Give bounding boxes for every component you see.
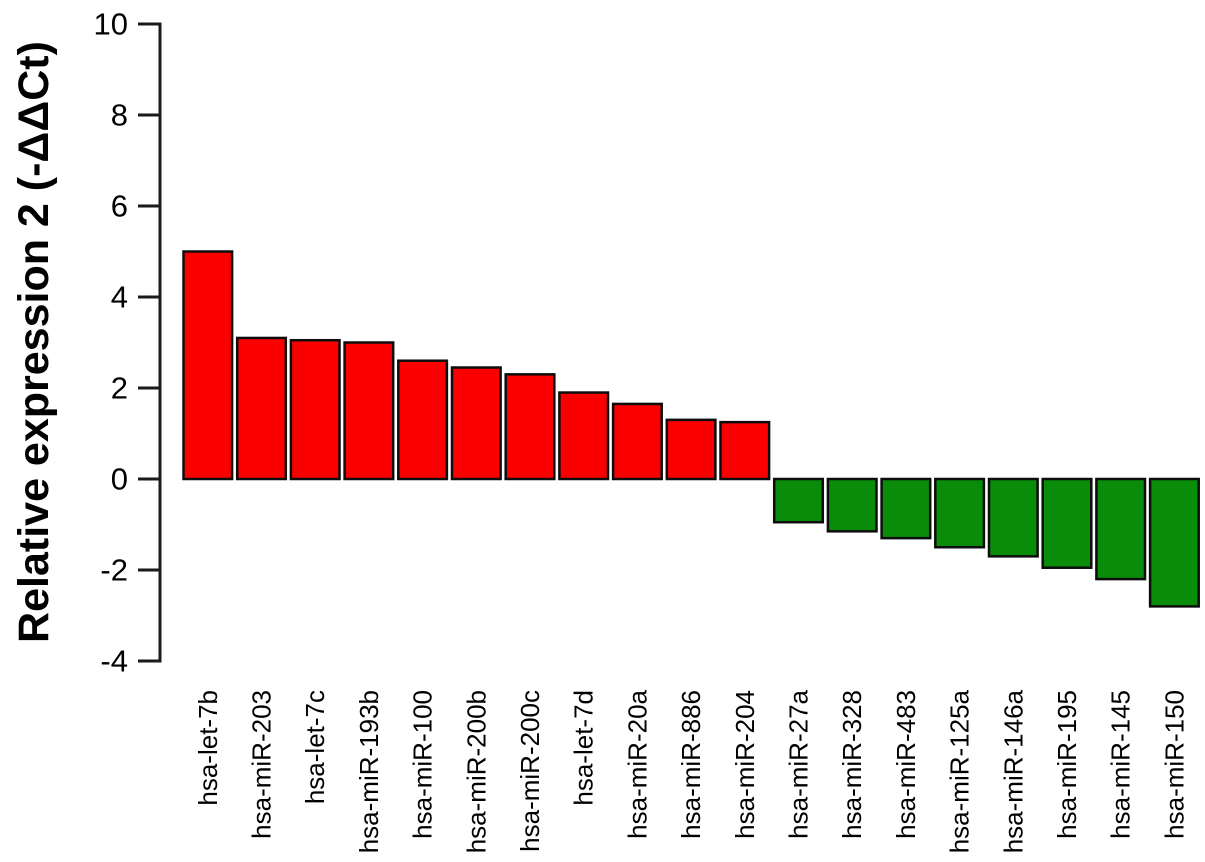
bar bbox=[665, 418, 717, 481]
bar bbox=[289, 338, 341, 481]
bar bbox=[719, 420, 771, 481]
bar bbox=[450, 366, 502, 481]
x-category-label: hsa-miR-125a bbox=[945, 689, 975, 853]
x-category-label: hsa-miR-203 bbox=[247, 690, 277, 839]
bar bbox=[343, 341, 395, 481]
x-category-label: hsa-miR-27a bbox=[784, 689, 814, 838]
y-tick-label: 2 bbox=[111, 371, 128, 406]
x-category-label: hsa-miR-483 bbox=[891, 690, 921, 839]
x-category-label: hsa-miR-150 bbox=[1159, 690, 1189, 839]
bar bbox=[987, 477, 1039, 558]
x-category-label: hsa-let-7b bbox=[193, 690, 223, 806]
x-category-label: hsa-miR-204 bbox=[730, 690, 760, 839]
y-tick-label: 10 bbox=[94, 7, 128, 42]
x-category-label: hsa-miR-200c bbox=[515, 690, 545, 852]
x-category-label: hsa-miR-146a bbox=[998, 689, 1028, 853]
x-category-label: hsa-miR-328 bbox=[837, 690, 867, 839]
bar bbox=[611, 402, 663, 481]
x-category-label: hsa-miR-100 bbox=[408, 690, 438, 839]
bar bbox=[182, 250, 234, 481]
bar bbox=[1148, 477, 1200, 608]
bar bbox=[826, 477, 878, 533]
bar bbox=[397, 359, 449, 481]
x-category-label: hsa-miR-193b bbox=[354, 690, 384, 853]
bar bbox=[504, 373, 556, 481]
y-tick-label: 8 bbox=[111, 98, 128, 133]
bar bbox=[772, 477, 825, 524]
y-tick-label: -2 bbox=[100, 553, 128, 588]
x-category-label: hsa-let-7d bbox=[569, 690, 599, 806]
x-category-label: hsa-let-7c bbox=[300, 690, 330, 804]
y-tick-label: -4 bbox=[100, 644, 128, 679]
y-tick-label: 0 bbox=[111, 462, 128, 497]
x-category-label: hsa-miR-20a bbox=[622, 689, 652, 838]
bar bbox=[1041, 477, 1093, 569]
x-category-label: hsa-miR-886 bbox=[676, 690, 706, 839]
bar bbox=[235, 336, 288, 481]
bar bbox=[934, 477, 986, 549]
bar bbox=[558, 391, 610, 481]
bar bbox=[880, 477, 932, 540]
x-category-label: hsa-miR-145 bbox=[1106, 690, 1136, 839]
y-tick-label: 4 bbox=[111, 280, 128, 315]
x-category-label: hsa-miR-200b bbox=[461, 690, 491, 853]
x-category-label: hsa-miR-195 bbox=[1052, 690, 1082, 839]
y-axis-title: Relative expression 2 (-ΔΔCt) bbox=[10, 41, 58, 643]
bar bbox=[1095, 477, 1147, 581]
y-tick-label: 6 bbox=[111, 189, 128, 224]
